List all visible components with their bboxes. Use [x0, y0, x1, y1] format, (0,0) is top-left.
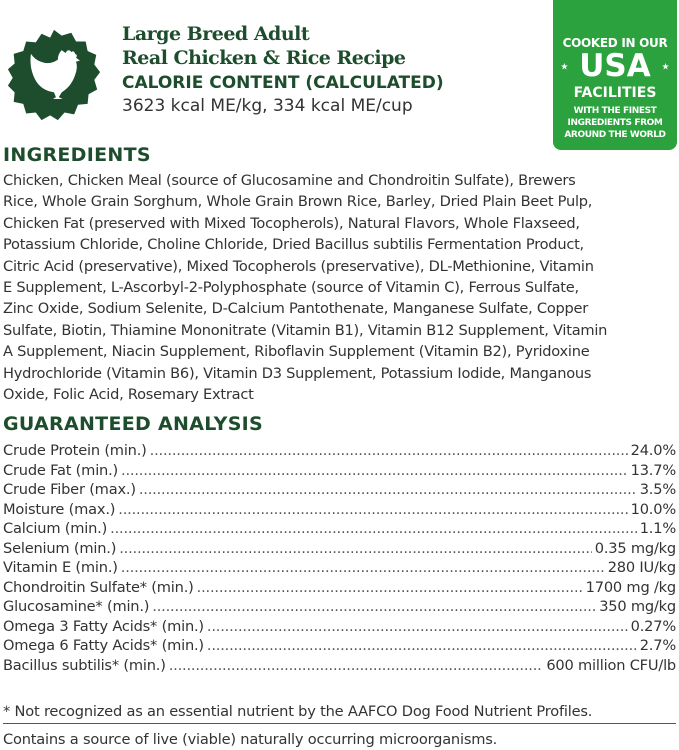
ingredients-line: Rice, Whole Grain Sorghum, Whole Grain B…	[3, 193, 593, 211]
nutrient-value: 280 IU/kg	[607, 559, 677, 576]
nutrient-label: Crude Protein (min.)	[3, 442, 147, 459]
footnote-aafco: * Not recognized as an essential nutrien…	[3, 703, 676, 724]
ingredients-line: Chicken Fat (preserved with Mixed Tocoph…	[3, 214, 580, 232]
nutrient-label: Omega 6 Fatty Acids* (min.)	[3, 637, 204, 654]
ingredients-line: Chicken, Chicken Meal (source of Glucosa…	[3, 172, 576, 189]
nutrient-value: 3.5%	[639, 481, 676, 498]
ingredients-line: Oxide, Folic Acid, Rosemary Extract	[3, 386, 254, 404]
ingredients-line: Sulfate, Biotin, Thiamine Mononitrate (V…	[3, 321, 608, 339]
product-line2: Real Chicken & Rice Recipe	[122, 47, 406, 69]
analysis-row: Selenium (min.) 0.35 mg/kg	[3, 539, 676, 559]
ingredients-line: Zinc Oxide, Sodium Selenite, D-Calcium P…	[3, 300, 589, 318]
analysis-title: GUARANTEED ANALYSIS	[3, 413, 264, 435]
nutrient-value: 13.7%	[630, 461, 677, 479]
ingredients-line: E Supplement, L-Ascorbyl-2-Polyphosphate…	[3, 279, 579, 297]
leader-dots	[110, 519, 637, 539]
badge-line4: WITH THE FINEST	[573, 105, 657, 116]
nutrient-value: 2.7%	[639, 637, 676, 654]
leader-dots	[119, 539, 592, 559]
leader-dots	[197, 578, 583, 598]
leader-dots	[207, 636, 637, 656]
analysis-row: Vitamin E (min.) 280 IU/kg	[3, 558, 676, 578]
ingredients-line: Hydrochloride (Vitamin B6), Vitamin D3 S…	[3, 364, 592, 382]
nutrient-label: Crude Fat (min.)	[3, 461, 119, 479]
analysis-table: Crude Protein (min.) 24.0% Crude Fat (min.…	[3, 441, 676, 675]
leader-dots	[169, 656, 544, 676]
calorie-title: CALORIE CONTENT (CALCULATED)	[122, 73, 444, 93]
nutrient-label: Moisture (max.)	[3, 500, 116, 518]
leader-dots	[152, 597, 596, 617]
badge-line1: COOKED IN OUR	[562, 36, 668, 50]
leader-dots	[207, 617, 628, 637]
leader-dots	[139, 480, 637, 500]
nutrient-value: 1.1%	[639, 520, 676, 537]
leader-dots	[118, 500, 627, 520]
analysis-row: Crude Fat (min.) 13.7%	[3, 461, 676, 481]
analysis-row: Chondroitin Sulfate* (min.) 1700 mg /kg	[3, 578, 676, 598]
product-line1: Large Breed Adult	[122, 23, 310, 45]
star-icon: ★	[661, 62, 670, 73]
ingredients-list: Chicken, Chicken Meal (source of Glucosa…	[3, 170, 679, 405]
leader-dots	[150, 441, 628, 461]
nutrient-label: Crude Fiber (max.)	[3, 481, 136, 498]
calorie-value: 3623 kcal ME/kg, 334 kcal ME/cup	[122, 96, 413, 116]
nutrient-value: 350 mg/kg	[599, 598, 676, 615]
analysis-row: Omega 6 Fatty Acids* (min.) 2.7%	[3, 636, 676, 656]
nutrient-value: 0.27%	[630, 617, 677, 635]
badge-usa: ★ USA ★	[553, 50, 677, 84]
nutrient-value: 600 million CFU/lb	[546, 656, 676, 674]
analysis-row: Moisture (max.) 10.0%	[3, 500, 676, 520]
badge-subtext: WITH THE FINEST INGREDIENTS FROM AROUND …	[553, 105, 677, 141]
analysis-row: Omega 3 Fatty Acids* (min.) 0.27%	[3, 617, 676, 637]
nutrient-value: 1700 mg /kg	[585, 578, 677, 596]
badge-line6: AROUND THE WORLD	[564, 129, 666, 140]
product-header: Large Breed Adult Real Chicken & Rice Re…	[122, 22, 444, 117]
badge-line5: INGREDIENTS FROM	[567, 117, 663, 128]
leader-dots	[121, 461, 628, 481]
footnote-microorganisms: Contains a source of live (viable) natur…	[3, 731, 498, 748]
nutrient-label: Glucosamine* (min.)	[3, 598, 150, 615]
ingredients-line: Citric Acid (preservative), Mixed Tocoph…	[3, 257, 594, 275]
nutrient-value: 10.0%	[630, 500, 677, 518]
nutrient-label: Vitamin E (min.)	[3, 559, 118, 576]
nutrient-label: Omega 3 Fatty Acids* (min.)	[3, 617, 204, 635]
ingredients-line: A Supplement, Niacin Supplement, Ribofla…	[3, 343, 590, 361]
usa-badge: COOKED IN OUR ★ USA ★ FACILITIES WITH TH…	[553, 0, 677, 150]
nutrient-label: Bacillus subtilis* (min.)	[3, 656, 166, 674]
analysis-row: Calcium (min.) 1.1%	[3, 519, 676, 539]
analysis-row: Crude Fiber (max.) 3.5%	[3, 480, 676, 500]
nutrient-label: Calcium (min.)	[3, 520, 108, 537]
badge-line3: FACILITIES	[573, 84, 657, 101]
nutrient-label: Selenium (min.)	[3, 539, 117, 557]
nutrient-label: Chondroitin Sulfate* (min.)	[3, 578, 194, 596]
analysis-row: Crude Protein (min.) 24.0%	[3, 441, 676, 461]
chicken-icon	[7, 29, 101, 121]
nutrient-value: 0.35 mg/kg	[594, 539, 676, 557]
badge-usa-text: USA	[579, 48, 651, 84]
analysis-row: Bacillus subtilis* (min.) 600 million CFU…	[3, 656, 676, 676]
star-icon: ★	[560, 62, 569, 73]
ingredients-title: INGREDIENTS	[3, 144, 151, 166]
nutrient-value: 24.0%	[630, 442, 677, 459]
chicken-logo	[6, 28, 102, 124]
ingredients-line: Potassium Chloride, Choline Chloride, Dr…	[3, 236, 584, 254]
leader-dots	[121, 558, 605, 578]
analysis-row: Glucosamine* (min.) 350 mg/kg	[3, 597, 676, 617]
